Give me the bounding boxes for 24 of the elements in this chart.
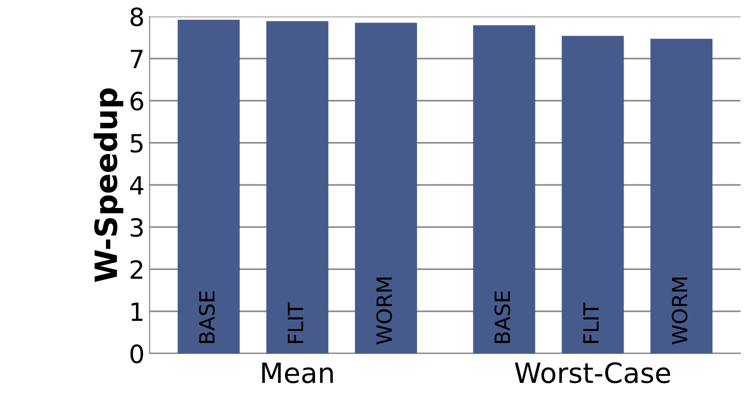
y-tick-label: 0 xyxy=(130,344,144,364)
text: FLIT xyxy=(583,302,599,343)
y-tick-label: 3 xyxy=(130,218,143,237)
series-label: WORM xyxy=(376,278,392,344)
bar xyxy=(650,38,712,354)
x-tick-label: Worst-Case xyxy=(514,362,670,384)
y-tick-label: 7 xyxy=(130,50,143,68)
bar xyxy=(562,36,624,354)
text: WORM xyxy=(672,278,688,344)
y-tick-label: 4 xyxy=(130,176,144,194)
y-tick-label: 6 xyxy=(130,92,144,111)
x-tick-label: Mean xyxy=(262,362,333,384)
y-tick-label: 8 xyxy=(130,7,144,26)
text: BASE xyxy=(494,291,510,343)
series-label: FLIT xyxy=(288,302,304,343)
series-label: BASE xyxy=(198,291,215,343)
y-tick-label: 2 xyxy=(130,260,142,279)
y-axis-title: W-Speedup xyxy=(94,88,124,282)
y-tick-label: 5 xyxy=(130,134,143,153)
bar xyxy=(354,22,417,354)
bar xyxy=(473,25,536,354)
bar xyxy=(266,21,328,354)
bar xyxy=(178,20,240,354)
y-tick-label: 1 xyxy=(132,302,142,321)
